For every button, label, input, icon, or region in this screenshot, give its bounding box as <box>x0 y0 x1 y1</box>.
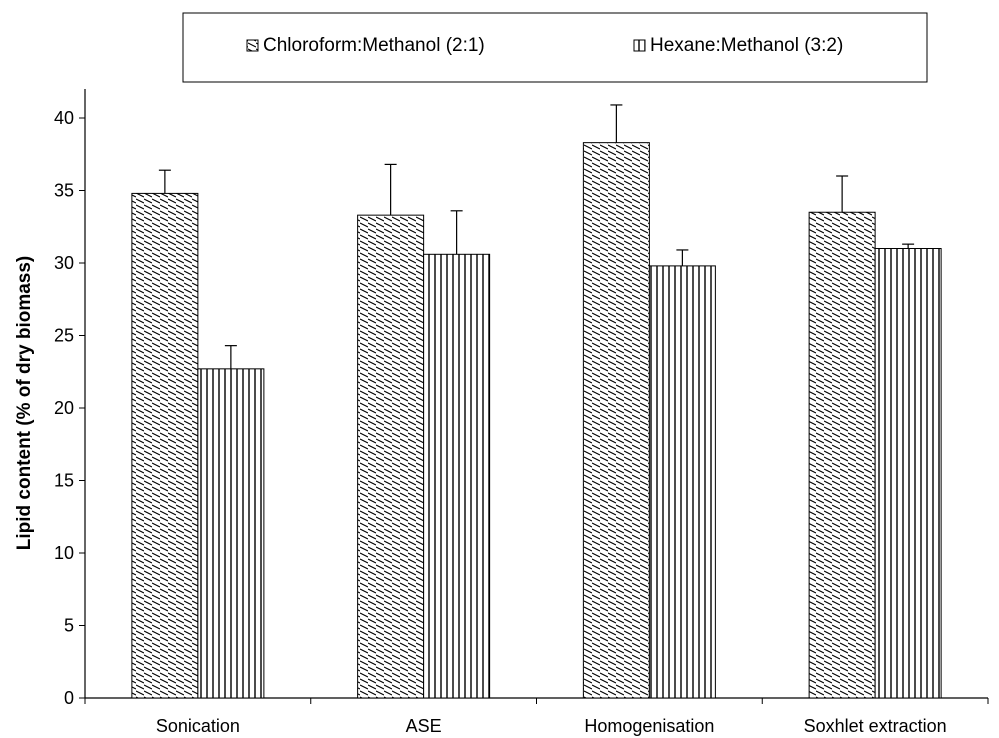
x-category-label: Homogenisation <box>584 716 714 736</box>
x-category-label: Sonication <box>156 716 240 736</box>
bar-hexane <box>197 368 265 699</box>
bar-chloroform <box>582 142 650 699</box>
y-axis-title: Lipid content (% of dry biomass) <box>14 256 35 551</box>
bar-chloroform <box>357 214 425 699</box>
y-tick-label: 35 <box>54 181 74 201</box>
legend-swatch-chloroform <box>246 39 259 52</box>
bar-hexane <box>423 253 491 699</box>
y-tick-label: 20 <box>54 398 74 418</box>
x-category-label: Soxhlet extraction <box>804 716 947 736</box>
y-tick-label: 15 <box>54 471 74 491</box>
legend-label-hexane: Hexane:Methanol (3:2) <box>650 35 843 56</box>
y-tick-label: 30 <box>54 253 74 273</box>
y-tick-label: 10 <box>54 543 74 563</box>
y-tick-label: 0 <box>64 688 74 708</box>
legend-swatch-hexane <box>633 39 646 52</box>
y-tick-label: 40 <box>54 108 74 128</box>
legend-label-chloroform: Chloroform:Methanol (2:1) <box>263 35 485 56</box>
legend: Chloroform:Methanol (2:1) Hexane:Methano… <box>182 12 928 83</box>
x-category-label: ASE <box>406 716 442 736</box>
plot-area: 0 5 10 15 20 25 30 35 40 Sonication ASE Homogenisat… <box>54 89 989 736</box>
legend-box <box>182 12 928 83</box>
bar-chloroform <box>808 211 876 699</box>
bar-hexane <box>648 265 716 699</box>
bar-chloroform <box>131 192 199 699</box>
bar-hexane <box>874 248 942 699</box>
y-tick-label: 25 <box>54 326 74 346</box>
y-tick-label: 5 <box>64 616 74 636</box>
